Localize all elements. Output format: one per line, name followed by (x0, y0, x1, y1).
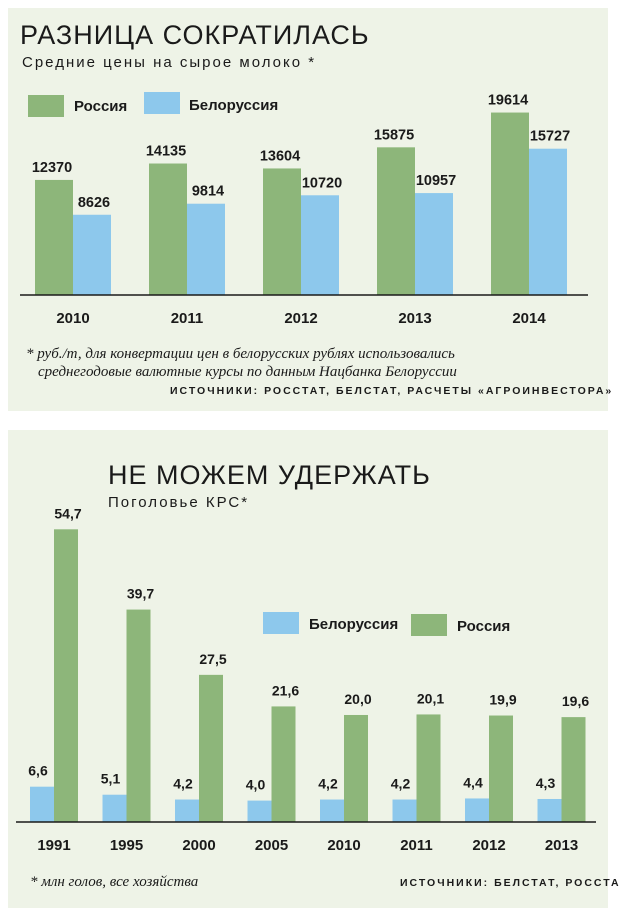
bar-russia-1991 (54, 529, 78, 822)
x-tick-label-2012: 2012 (472, 837, 505, 854)
data-label-russia-1991: 54,7 (54, 505, 81, 521)
bar-russia-2010 (35, 179, 73, 295)
data-label-russia-2013: 15875 (374, 127, 414, 143)
bar-belarus-1991 (30, 786, 54, 822)
bar-belarus-2010 (73, 214, 111, 295)
bar-russia-2013 (377, 147, 415, 295)
data-label-belarus-2010: 8626 (78, 195, 110, 211)
footnote-line-1: * руб./т, для конвертации цен в белорусс… (26, 346, 455, 362)
bar-russia-2000 (199, 674, 223, 822)
x-tick-label-2012: 2012 (284, 310, 317, 327)
bar-russia-2012 (263, 168, 301, 295)
bar-russia-2013 (561, 717, 586, 822)
x-tick-label-1995: 1995 (110, 837, 143, 854)
chart-subtitle: Поголовье КРС* (108, 494, 250, 511)
bar-russia-2014 (491, 112, 529, 295)
data-label-belarus-1991: 6,6 (28, 763, 48, 779)
legend-label-russia: Россия (457, 618, 511, 635)
data-label-belarus-1995: 5,1 (101, 771, 121, 787)
sources-note: ИСТОЧНИКИ: РОССТАТ, БЕЛСТАТ, РАСЧЕТЫ «АГ… (170, 385, 614, 397)
data-label-russia-2011: 20,1 (417, 690, 444, 706)
bar-russia-2011 (149, 163, 187, 295)
bar-belarus-1995 (102, 794, 127, 822)
footnote: * млн голов, все хозяйства (30, 874, 199, 890)
bar-belarus-2013 (537, 798, 562, 822)
data-label-belarus-2012: 4,4 (463, 774, 483, 790)
bar-russia-2010 (344, 714, 368, 822)
bar-belarus-2005 (247, 800, 272, 822)
data-label-belarus-2013: 4,3 (536, 775, 556, 791)
data-label-russia-2012: 19,9 (489, 692, 516, 708)
data-label-russia-2014: 19614 (488, 93, 528, 109)
sources-note: ИСТОЧНИКИ: БЕЛСТАТ, РОССТАТ (400, 877, 620, 889)
legend-label-belarus: Белоруссия (189, 97, 279, 114)
bar-belarus-2013 (415, 193, 453, 295)
data-label-russia-2010: 20,0 (344, 691, 371, 707)
bar-belarus-2014 (529, 148, 567, 295)
chart-subtitle: Средние цены на сырое молоко * (22, 54, 317, 71)
bar-belarus-2011 (392, 799, 417, 822)
footnote-line-2: среднегодовые валютные курсы по данным Н… (38, 364, 457, 380)
data-label-belarus-2011: 4,2 (391, 776, 411, 792)
x-tick-label-1991: 1991 (37, 837, 70, 854)
legend-swatch-russia (411, 614, 447, 636)
data-label-belarus-2000: 4,2 (173, 776, 193, 792)
chart-title: НЕ МОЖЕМ УДЕРЖАТЬ (108, 460, 431, 490)
data-label-belarus-2011: 9814 (192, 184, 224, 200)
bar-belarus-2012 (301, 195, 339, 295)
x-tick-label-2014: 2014 (512, 310, 546, 327)
legend-label-belarus: Белоруссия (309, 616, 399, 633)
x-tick-label-2013: 2013 (545, 837, 578, 854)
bar-russia-2011 (416, 714, 441, 822)
data-label-russia-2005: 21,6 (272, 682, 299, 698)
bar-russia-1995 (126, 609, 151, 822)
bar-russia-2005 (271, 706, 296, 822)
x-tick-label-2010: 2010 (56, 310, 89, 327)
data-label-belarus-2005: 4,0 (246, 777, 266, 793)
x-tick-label-2000: 2000 (182, 837, 215, 854)
cattle-panel: НЕ МОЖЕМ УДЕРЖАТЬ Поголовье КРС* Белорус… (8, 430, 620, 908)
legend-swatch-belarus (263, 612, 299, 634)
data-label-russia-2010: 12370 (32, 160, 72, 176)
x-tick-label-2013: 2013 (398, 310, 431, 327)
data-label-russia-2000: 27,5 (199, 651, 226, 667)
bar-belarus-2012 (465, 798, 489, 822)
bar-belarus-2000 (175, 799, 199, 822)
bar-belarus-2010 (320, 799, 344, 822)
chart-title: РАЗНИЦА СОКРАТИЛАСЬ (20, 20, 370, 50)
data-label-russia-2012: 13604 (260, 148, 300, 164)
data-label-russia-2013: 19,6 (562, 693, 589, 709)
bar-belarus-2011 (187, 203, 225, 295)
legend-swatch-russia (28, 95, 64, 117)
milk-price-panel: РАЗНИЦА СОКРАТИЛАСЬ Средние цены на сыро… (8, 8, 611, 411)
legend-swatch-belarus (144, 92, 180, 114)
x-tick-label-2005: 2005 (255, 837, 288, 854)
data-label-belarus-2012: 10720 (302, 175, 342, 191)
data-label-belarus-2014: 15727 (530, 129, 570, 145)
bar-russia-2012 (489, 715, 513, 822)
data-label-belarus-2013: 10957 (416, 173, 456, 189)
x-tick-label-2011: 2011 (171, 310, 204, 327)
x-tick-label-2011: 2011 (400, 837, 433, 854)
data-label-russia-2011: 14135 (146, 144, 186, 160)
data-label-belarus-2010: 4,2 (318, 776, 338, 792)
cattle-bar-chart: 6,6 54,7 1991 5,1 39,7 1995 4,2 27,5 2000 4,0 21,6… (16, 505, 596, 854)
data-label-russia-1995: 39,7 (127, 586, 154, 602)
x-tick-label-2010: 2010 (327, 837, 360, 854)
legend-label-russia: Россия (74, 98, 128, 115)
